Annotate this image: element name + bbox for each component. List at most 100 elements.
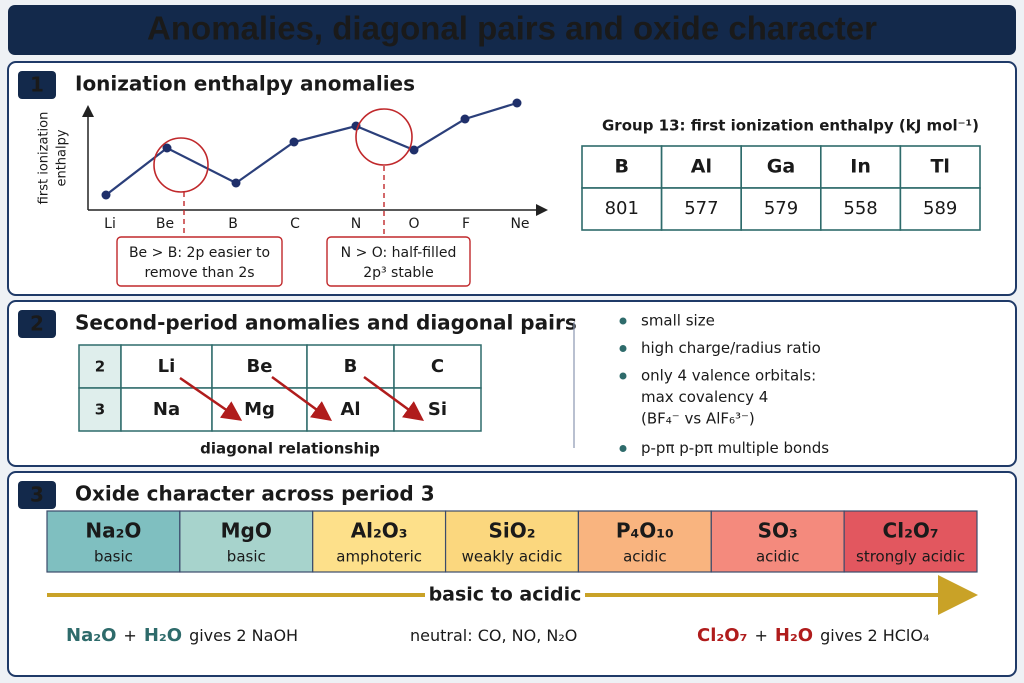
y-axis-label: first ionization [37,112,52,205]
oxide-character: basic [94,548,133,566]
element-label: Ne [510,216,529,232]
bullet-text: max covalency 4 [641,388,768,406]
diagonal-arrow [179,376,243,421]
bullet [619,445,627,452]
element: Be [247,356,273,377]
callout-box [116,236,283,287]
note: Cl₂O₇ + H₂O gives 2 HClO₄ [697,625,929,646]
element: B [344,356,358,377]
oxide-character: acidic [756,548,800,566]
diagonal-caption: diagonal relationship [200,440,380,458]
oxide-cell [179,510,314,573]
table-cell [581,187,663,231]
oxide-character: acidic [623,548,667,566]
point [460,114,470,124]
oxide-cell [46,510,181,573]
table-header: B [615,156,629,178]
table-cell [819,187,902,231]
note-part: + [123,626,136,645]
table-cell [740,145,822,189]
oxide-cell [312,510,447,573]
note-part: neutral: CO, NO, N₂O [410,626,577,645]
oxide-formula: MgO [221,519,272,543]
element-cell [306,344,395,389]
badge [18,310,56,338]
element: Al [340,399,360,420]
table-value: 558 [843,198,877,219]
element-label: C [290,216,300,232]
callout-text: Be > B: 2p easier to [129,245,270,261]
table-caption: Group 13: first ionization enthalpy (kJ … [602,117,979,135]
oxide-cell [843,510,978,573]
bullet-text: high charge/radius ratio [641,339,821,357]
table-cell [660,145,742,189]
note-part: H₂O [775,625,813,646]
oxide-character: weakly acidic [462,548,563,566]
section-heading: Oxide character across period 3 [75,482,435,506]
element: Mg [244,399,275,420]
diagonal-arrow [363,375,425,421]
element-label: F [462,216,470,232]
oxide-formula: Na₂O [85,519,141,543]
bullet [619,372,627,380]
element-label: O [408,216,419,232]
period-label: 3 [95,401,105,419]
oxide-character: strongly acidic [856,548,965,566]
oxide-formula: Al₂O₃ [351,519,408,543]
oxide-formula: SiO₂ [488,519,535,543]
highlight [355,108,413,166]
callout-text: N > O: half-filled [341,245,457,261]
table-value: 579 [764,198,798,219]
diagonal-arrow [271,375,333,421]
table-value: 589 [923,198,957,219]
element-label: B [228,216,238,232]
table-header: Ga [767,156,795,178]
section-heading: Second-period anomalies and diagonal pai… [75,311,577,335]
badge-number: 3 [30,483,44,507]
element-cell [120,344,213,389]
table-header: Al [691,156,712,178]
element: C [431,356,444,377]
note-part: + [754,626,767,645]
element: Si [428,399,447,420]
badge-number: 1 [30,73,44,97]
table-cell [899,145,981,189]
note-part: gives 2 HClO₄ [820,626,929,645]
bullet-text: (BF₄⁻ vs AlF₆³⁻) [641,410,755,428]
element-cell [393,344,482,389]
bullet [619,317,627,325]
note: Na₂O + H₂O gives 2 NaOH [66,625,298,646]
note-part: H₂O [144,625,182,646]
table-cell [899,187,981,231]
point [289,137,299,147]
table-header: In [850,156,871,178]
table-cell [819,145,902,189]
element-label: Be [156,216,174,232]
table-cell [581,145,663,189]
period-label: 2 [95,358,105,376]
point [512,98,522,108]
table-value: 801 [605,198,639,219]
note-part: Cl₂O₇ [697,625,747,646]
point [231,178,241,188]
title: Anomalies, diagonal pairs and oxide char… [147,10,877,47]
point [409,145,419,155]
element-cell [120,387,213,432]
period-cell [78,344,122,389]
y-axis-label: enthalpy [55,129,70,186]
point [101,190,111,200]
oxide-character: amphoteric [336,548,422,566]
bullet-text: p-pπ p-pπ multiple bonds [641,439,829,457]
table-cell [740,187,822,231]
table-value: 577 [684,198,718,219]
badge [18,481,56,509]
point [162,143,172,153]
oxide-character: basic [227,548,266,566]
table-cell [660,187,742,231]
oxide-formula: P₄O₁₀ [616,519,674,543]
badge [18,71,56,99]
element: Na [153,399,180,420]
oxide-formula: Cl₂O₇ [883,519,939,543]
highlight [153,137,209,193]
